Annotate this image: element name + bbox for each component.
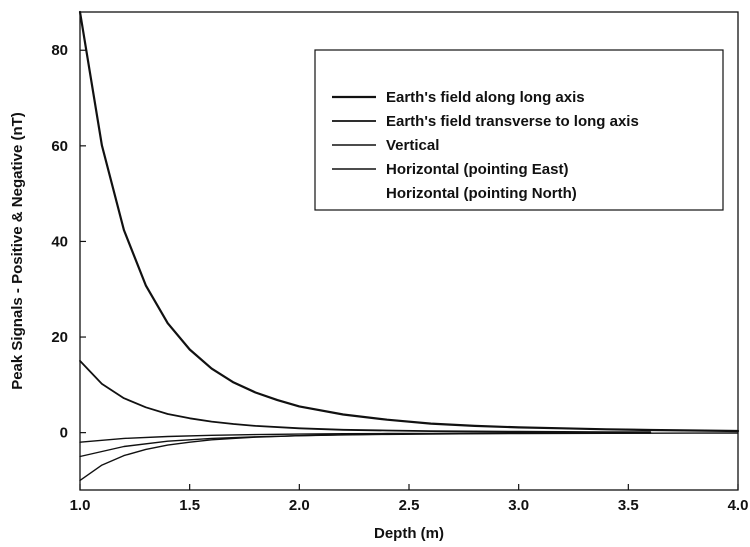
x-tick-label: 2.0 — [289, 497, 310, 514]
series-line-earth-s-field-transverse-to-long-axis — [79, 359, 652, 434]
legend-item-label: Vertical — [386, 137, 439, 154]
y-axis-label: Peak Signals - Positive & Negative (nT) — [9, 112, 26, 390]
y-tick-label: 60 — [51, 138, 68, 155]
x-tick-label: 3.0 — [508, 497, 529, 514]
legend-item-label: Horizontal (pointing East) — [386, 161, 568, 178]
x-tick-label: 1.5 — [179, 497, 200, 514]
legend: Earth's field along long axis Earth's fie… — [314, 49, 724, 211]
y-tick-label: 40 — [51, 233, 68, 250]
legend-item-label: Earth's field transverse to long axis — [386, 113, 639, 130]
x-axis-label: Depth (m) — [374, 525, 444, 542]
y-tick-label: 80 — [51, 42, 68, 59]
legend-box — [314, 49, 724, 211]
x-tick-label: 1.0 — [70, 497, 91, 514]
legend-item-label: Earth's field along long axis — [386, 89, 585, 106]
ticks-layer: 1.0 1.5 2.0 2.5 3.0 3.5 4.0 0 20 40 60 80 — [51, 42, 748, 514]
y-tick-label: 20 — [51, 329, 68, 346]
series-line-horizontal-pointing-north — [79, 432, 651, 443]
series-line-earth-s-field-along-long-axis — [78, 10, 740, 433]
x-tick-label: 3.5 — [618, 497, 639, 514]
x-tick-label: 4.0 — [728, 497, 749, 514]
x-tick-label: 2.5 — [399, 497, 420, 514]
legend-item-label: Horizontal (pointing North) — [386, 185, 577, 202]
y-tick-label: 0 — [60, 425, 68, 442]
series-layer — [78, 10, 740, 482]
